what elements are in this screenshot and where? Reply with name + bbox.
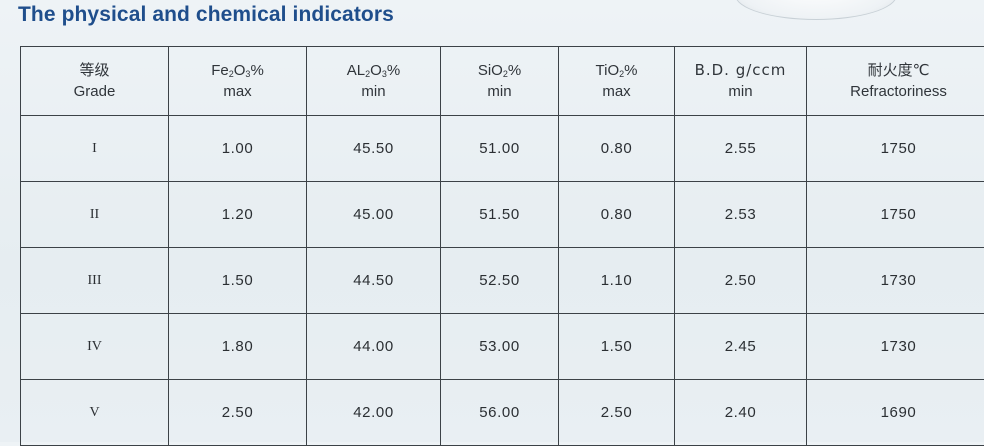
header-al2o3-limit: min <box>307 81 440 102</box>
header-sio2: SiO2% min <box>441 47 559 116</box>
header-tio2-formula: TiO2% <box>559 60 674 81</box>
cell-refr: 1730 <box>807 248 984 314</box>
cell-tio2: 0.80 <box>559 182 675 248</box>
cell-refr: 1690 <box>807 380 984 446</box>
page-title: The physical and chemical indicators <box>18 3 394 27</box>
header-fe2o3: Fe2O3% max <box>169 47 307 116</box>
cell-refr: 1730 <box>807 314 984 380</box>
decorative-dish-image <box>735 0 897 20</box>
header-refr-en: Refractoriness <box>807 81 984 102</box>
cell-sio2: 52.50 <box>441 248 559 314</box>
indicators-table: 等级 Grade Fe2O3% max AL2O3% min SiO2% min… <box>20 46 984 446</box>
header-fe2o3-formula: Fe2O3% <box>169 60 306 81</box>
cell-bd: 2.45 <box>675 314 807 380</box>
cell-al2o3: 45.50 <box>307 116 441 182</box>
header-grade: 等级 Grade <box>21 47 169 116</box>
header-sio2-formula: SiO2% <box>441 60 558 81</box>
header-refr-cn: 耐火度℃ <box>807 60 984 81</box>
header-al2o3: AL2O3% min <box>307 47 441 116</box>
cell-bd: 2.55 <box>675 116 807 182</box>
header-bd-limit: min <box>675 81 806 102</box>
cell-fe2o3: 1.50 <box>169 248 307 314</box>
cell-fe2o3: 1.80 <box>169 314 307 380</box>
cell-tio2: 1.10 <box>559 248 675 314</box>
cell-grade: III <box>21 248 169 314</box>
header-sio2-limit: min <box>441 81 558 102</box>
cell-al2o3: 42.00 <box>307 380 441 446</box>
cell-refr: 1750 <box>807 182 984 248</box>
cell-al2o3: 44.50 <box>307 248 441 314</box>
header-fe2o3-limit: max <box>169 81 306 102</box>
cell-al2o3: 45.00 <box>307 182 441 248</box>
cell-bd: 2.40 <box>675 380 807 446</box>
header-refractoriness: 耐火度℃ Refractoriness <box>807 47 984 116</box>
cell-grade: II <box>21 182 169 248</box>
cell-grade: V <box>21 380 169 446</box>
cell-tio2: 1.50 <box>559 314 675 380</box>
cell-tio2: 2.50 <box>559 380 675 446</box>
header-tio2: TiO2% max <box>559 47 675 116</box>
header-bulk-density: B.D. g/ccm min <box>675 47 807 116</box>
table-header-row: 等级 Grade Fe2O3% max AL2O3% min SiO2% min… <box>21 47 984 116</box>
cell-sio2: 53.00 <box>441 314 559 380</box>
cell-al2o3: 44.00 <box>307 314 441 380</box>
cell-sio2: 51.50 <box>441 182 559 248</box>
header-grade-cn: 等级 <box>21 60 168 81</box>
header-bd-label: B.D. g/ccm <box>675 60 806 81</box>
cell-refr: 1750 <box>807 116 984 182</box>
cell-grade: I <box>21 116 169 182</box>
cell-sio2: 56.00 <box>441 380 559 446</box>
cell-fe2o3: 1.00 <box>169 116 307 182</box>
cell-tio2: 0.80 <box>559 116 675 182</box>
cell-fe2o3: 1.20 <box>169 182 307 248</box>
cell-bd: 2.50 <box>675 248 807 314</box>
cell-fe2o3: 2.50 <box>169 380 307 446</box>
header-tio2-limit: max <box>559 81 674 102</box>
cell-grade: IV <box>21 314 169 380</box>
cell-bd: 2.53 <box>675 182 807 248</box>
header-al2o3-formula: AL2O3% <box>307 60 440 81</box>
cell-sio2: 51.00 <box>441 116 559 182</box>
header-grade-en: Grade <box>21 81 168 102</box>
